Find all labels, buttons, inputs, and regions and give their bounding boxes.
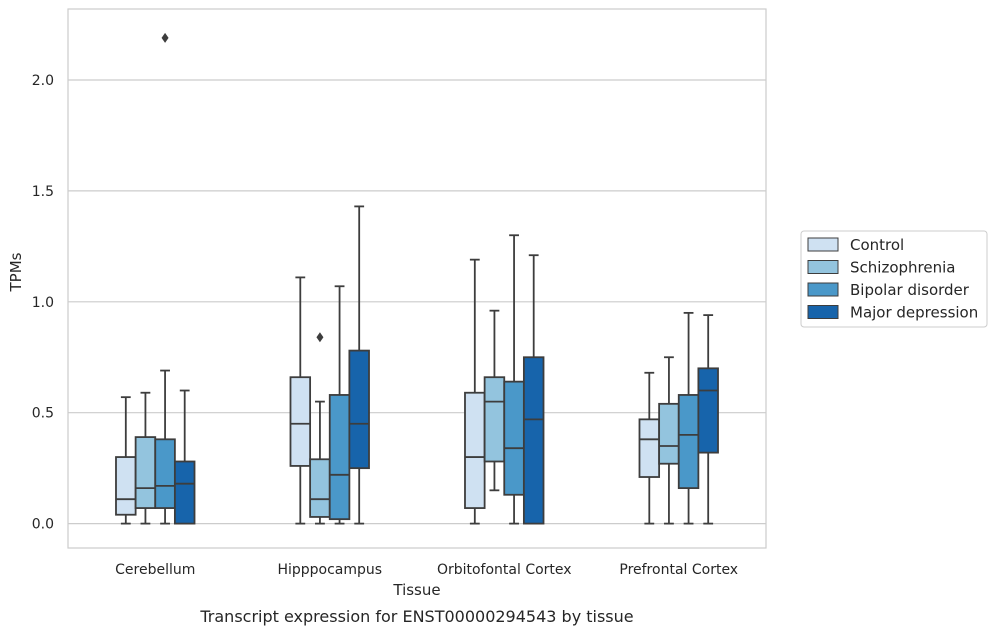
box-iqr: [638, 418, 661, 478]
box-iqr: [134, 436, 157, 509]
box-iqr: [522, 356, 545, 525]
legend-label: Schizophrenia: [850, 259, 955, 277]
box-iqr: [115, 456, 137, 516]
legend-frame: [800, 230, 988, 328]
x-tick-label: Hipppocampus: [277, 562, 382, 578]
legend-swatch: [807, 237, 839, 252]
box-major-depression: [348, 205, 370, 525]
x-tick-label: Prefrontal Cortex: [619, 562, 738, 578]
x-axis-ticks: Cerebellum Hipppocampus Orbitofontal Corte…: [115, 562, 738, 578]
box-schizophrenia: [134, 391, 157, 525]
box-major-depression: [173, 389, 196, 525]
box-control: [115, 396, 137, 525]
box-bipolar-disorder: [677, 311, 700, 525]
x-tick-label: Orbitofontal Cortex: [437, 562, 572, 578]
y-tick-label: 2.0: [32, 73, 54, 89]
y-axis-ticks: 0.0 0.5 1.0 1.5 2.0: [32, 73, 54, 533]
box-major-depression: [697, 314, 719, 525]
plot-frame: [67, 8, 767, 549]
y-axis-title: TPMs: [7, 252, 25, 292]
legend-swatch: [807, 282, 839, 297]
box-bipolar-disorder: [503, 234, 525, 525]
box-iqr: [483, 376, 506, 463]
y-tick-label: 1.0: [32, 295, 54, 311]
box-iqr: [464, 391, 486, 509]
box-control: [638, 371, 661, 525]
legend: Control Schizophrenia Bipolar disorder Majo…: [800, 230, 988, 328]
box-iqr: [697, 367, 719, 454]
y-tick-label: 1.5: [32, 184, 54, 200]
legend-swatch: [807, 305, 839, 319]
box-iqr: [328, 394, 351, 521]
box-bipolar-disorder: [328, 285, 351, 525]
box-iqr: [154, 438, 176, 509]
box-schizophrenia: [483, 309, 506, 492]
box-bipolar-disorder: [154, 32, 176, 525]
box-iqr: [348, 349, 370, 470]
box-iqr: [503, 380, 525, 496]
legend-label: Control: [850, 236, 904, 254]
x-tick-label: Cerebellum: [115, 562, 195, 578]
x-axis-title: Tissue: [392, 581, 440, 599]
y-tick-label: 0.5: [32, 406, 54, 422]
box-major-depression: [522, 254, 545, 525]
outlier-point: [161, 32, 169, 43]
legend-label: Bipolar disorder: [850, 281, 970, 299]
box-iqr: [658, 402, 680, 465]
box-schizophrenia: [658, 356, 680, 525]
box-iqr: [289, 376, 312, 467]
box-control: [464, 258, 486, 525]
legend-label: Major depression: [850, 304, 978, 322]
plot-area-boxes: [115, 32, 719, 525]
box-iqr: [173, 460, 196, 525]
y-tick-label: 0.0: [32, 517, 54, 533]
box-iqr: [309, 458, 331, 518]
box-control: [289, 276, 312, 525]
legend-swatch: [807, 260, 839, 274]
box-iqr: [677, 394, 700, 490]
outlier-point: [316, 332, 324, 343]
chart-caption: Transcript expression for ENST0000029454…: [199, 607, 633, 626]
box-schizophrenia: [309, 332, 331, 525]
